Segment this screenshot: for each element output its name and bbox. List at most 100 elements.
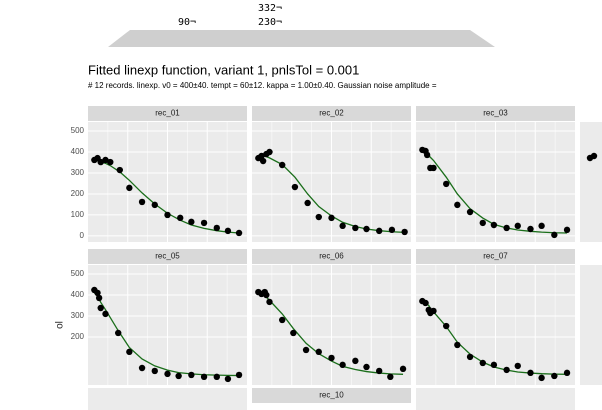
point [538, 222, 545, 230]
strip-label: rec_06 [319, 252, 344, 261]
point [213, 224, 220, 232]
point [430, 164, 437, 172]
point [315, 213, 322, 221]
point [339, 222, 346, 230]
y-tick-label: 500 [71, 269, 85, 278]
partial-panel [580, 265, 602, 385]
point [376, 367, 383, 375]
point [551, 231, 558, 239]
point [259, 157, 267, 165]
point [454, 341, 461, 349]
point [527, 225, 534, 233]
point [399, 365, 407, 373]
strip-label: rec_07 [483, 252, 508, 261]
point [95, 294, 103, 302]
fragment: 90¬ [178, 17, 196, 28]
point [224, 227, 232, 235]
y-tick-label: 400 [71, 290, 85, 299]
point [315, 348, 322, 356]
point [328, 214, 335, 222]
y-tick-label: 200 [71, 332, 85, 341]
y-tick-label: 500 [71, 126, 85, 135]
point [339, 361, 346, 369]
point [514, 362, 521, 370]
y-tick-label: 0 [80, 231, 85, 240]
point [387, 373, 394, 381]
y-axis-label: ol [55, 321, 66, 329]
point [514, 222, 521, 230]
strip [88, 106, 247, 121]
point [538, 374, 545, 382]
point [291, 183, 299, 191]
point [151, 201, 158, 209]
point [479, 359, 486, 367]
point [115, 329, 122, 337]
point [102, 310, 109, 318]
strip [252, 106, 411, 121]
point [490, 221, 498, 229]
strip [416, 106, 575, 121]
strip-label: rec_02 [319, 109, 344, 118]
point [213, 373, 220, 381]
point [352, 224, 359, 232]
point [97, 158, 104, 166]
point [423, 151, 431, 159]
point [266, 298, 273, 306]
point [430, 307, 437, 315]
strip-label: rec_03 [483, 109, 508, 118]
point [164, 211, 171, 219]
point [304, 199, 311, 207]
toolbar-shape [108, 30, 495, 47]
point [503, 366, 510, 374]
point [454, 201, 461, 209]
fragment: 332¬ [258, 3, 282, 14]
point [188, 371, 195, 379]
chart-subtitle: # 12 records. linexp. v0 = 400±40. tempt… [88, 81, 437, 90]
point [279, 316, 286, 324]
point [151, 367, 158, 375]
strip [252, 388, 411, 403]
fragment: 230¬ [258, 17, 282, 28]
point [164, 370, 171, 378]
point [328, 354, 335, 362]
point [235, 371, 243, 379]
point [138, 364, 146, 372]
strip [416, 249, 575, 264]
point [363, 363, 370, 371]
strip [88, 249, 247, 264]
y-tick-label: 400 [71, 147, 85, 156]
point [126, 184, 133, 192]
y-tick-label: 200 [71, 189, 85, 198]
point [563, 369, 571, 377]
point [97, 304, 104, 312]
point [352, 357, 359, 365]
point [290, 329, 297, 337]
point [443, 322, 450, 330]
y-tick-label: 300 [71, 168, 85, 177]
point [551, 372, 558, 380]
point [527, 369, 534, 377]
point [422, 299, 429, 307]
point [388, 226, 396, 234]
point [175, 372, 182, 380]
point [102, 156, 109, 164]
point [443, 180, 450, 188]
point [235, 229, 243, 237]
partial-point [590, 152, 598, 160]
point [466, 353, 474, 361]
strip [252, 249, 411, 264]
point [200, 219, 208, 227]
point [401, 228, 408, 236]
y-tick-label: 100 [71, 210, 85, 219]
point [116, 166, 124, 174]
point [563, 226, 571, 234]
chart-title: Fitted linexp function, variant 1, pnlsT… [88, 62, 359, 77]
point [363, 225, 370, 233]
point [490, 361, 498, 369]
y-tick-label: 300 [71, 311, 85, 320]
fit-line [422, 300, 568, 375]
point [302, 346, 310, 354]
point [479, 219, 486, 227]
point [107, 158, 114, 166]
